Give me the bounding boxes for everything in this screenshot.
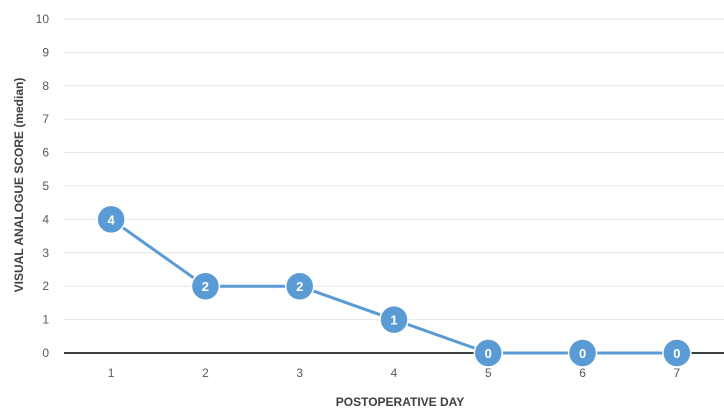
data-point bbox=[662, 338, 692, 368]
data-point bbox=[379, 304, 409, 335]
x-tick-label: 5 bbox=[485, 366, 492, 380]
data-point bbox=[284, 271, 315, 301]
data-label: 2 bbox=[202, 279, 209, 294]
x-tick-label: 3 bbox=[296, 366, 303, 380]
y-tick-label: 1 bbox=[42, 313, 49, 327]
x-tick-label: 4 bbox=[391, 366, 398, 380]
y-axis-title: VISUAL ANALOGUE SCORE (median) bbox=[12, 78, 26, 293]
y-tick-label: 7 bbox=[42, 112, 49, 126]
y-axis-ticks: 0 1 2 3 4 5 6 7 8 9 10 bbox=[36, 12, 50, 360]
data-point bbox=[96, 204, 126, 235]
y-tick-label: 3 bbox=[42, 246, 49, 260]
data-label: 1 bbox=[390, 313, 397, 328]
data-label: 0 bbox=[485, 346, 492, 361]
data-label: 0 bbox=[673, 346, 680, 361]
x-tick-label: 2 bbox=[202, 366, 209, 380]
data-point bbox=[190, 271, 221, 301]
gridlines bbox=[64, 18, 724, 321]
y-tick-label: 5 bbox=[42, 179, 49, 193]
data-points: 4 2 2 1 0 0 0 bbox=[96, 204, 692, 368]
y-tick-label: 6 bbox=[42, 146, 49, 160]
data-label: 2 bbox=[296, 279, 303, 294]
data-label: 0 bbox=[579, 346, 586, 361]
x-axis-ticks: 1 2 3 4 5 6 7 bbox=[108, 366, 681, 380]
y-tick-label: 8 bbox=[42, 79, 49, 93]
y-tick-label: 0 bbox=[42, 346, 49, 360]
y-tick-label: 10 bbox=[36, 12, 50, 26]
y-tick-label: 2 bbox=[42, 279, 49, 293]
x-tick-label: 7 bbox=[674, 366, 681, 380]
x-tick-label: 6 bbox=[579, 366, 586, 380]
y-tick-label: 9 bbox=[42, 45, 49, 59]
y-tick-label: 4 bbox=[42, 212, 49, 226]
data-point bbox=[473, 338, 504, 368]
data-label: 4 bbox=[108, 212, 116, 227]
data-point bbox=[567, 338, 598, 368]
x-tick-label: 1 bbox=[108, 366, 115, 380]
x-axis-title: POSTOPERATIVE DAY bbox=[336, 395, 464, 409]
